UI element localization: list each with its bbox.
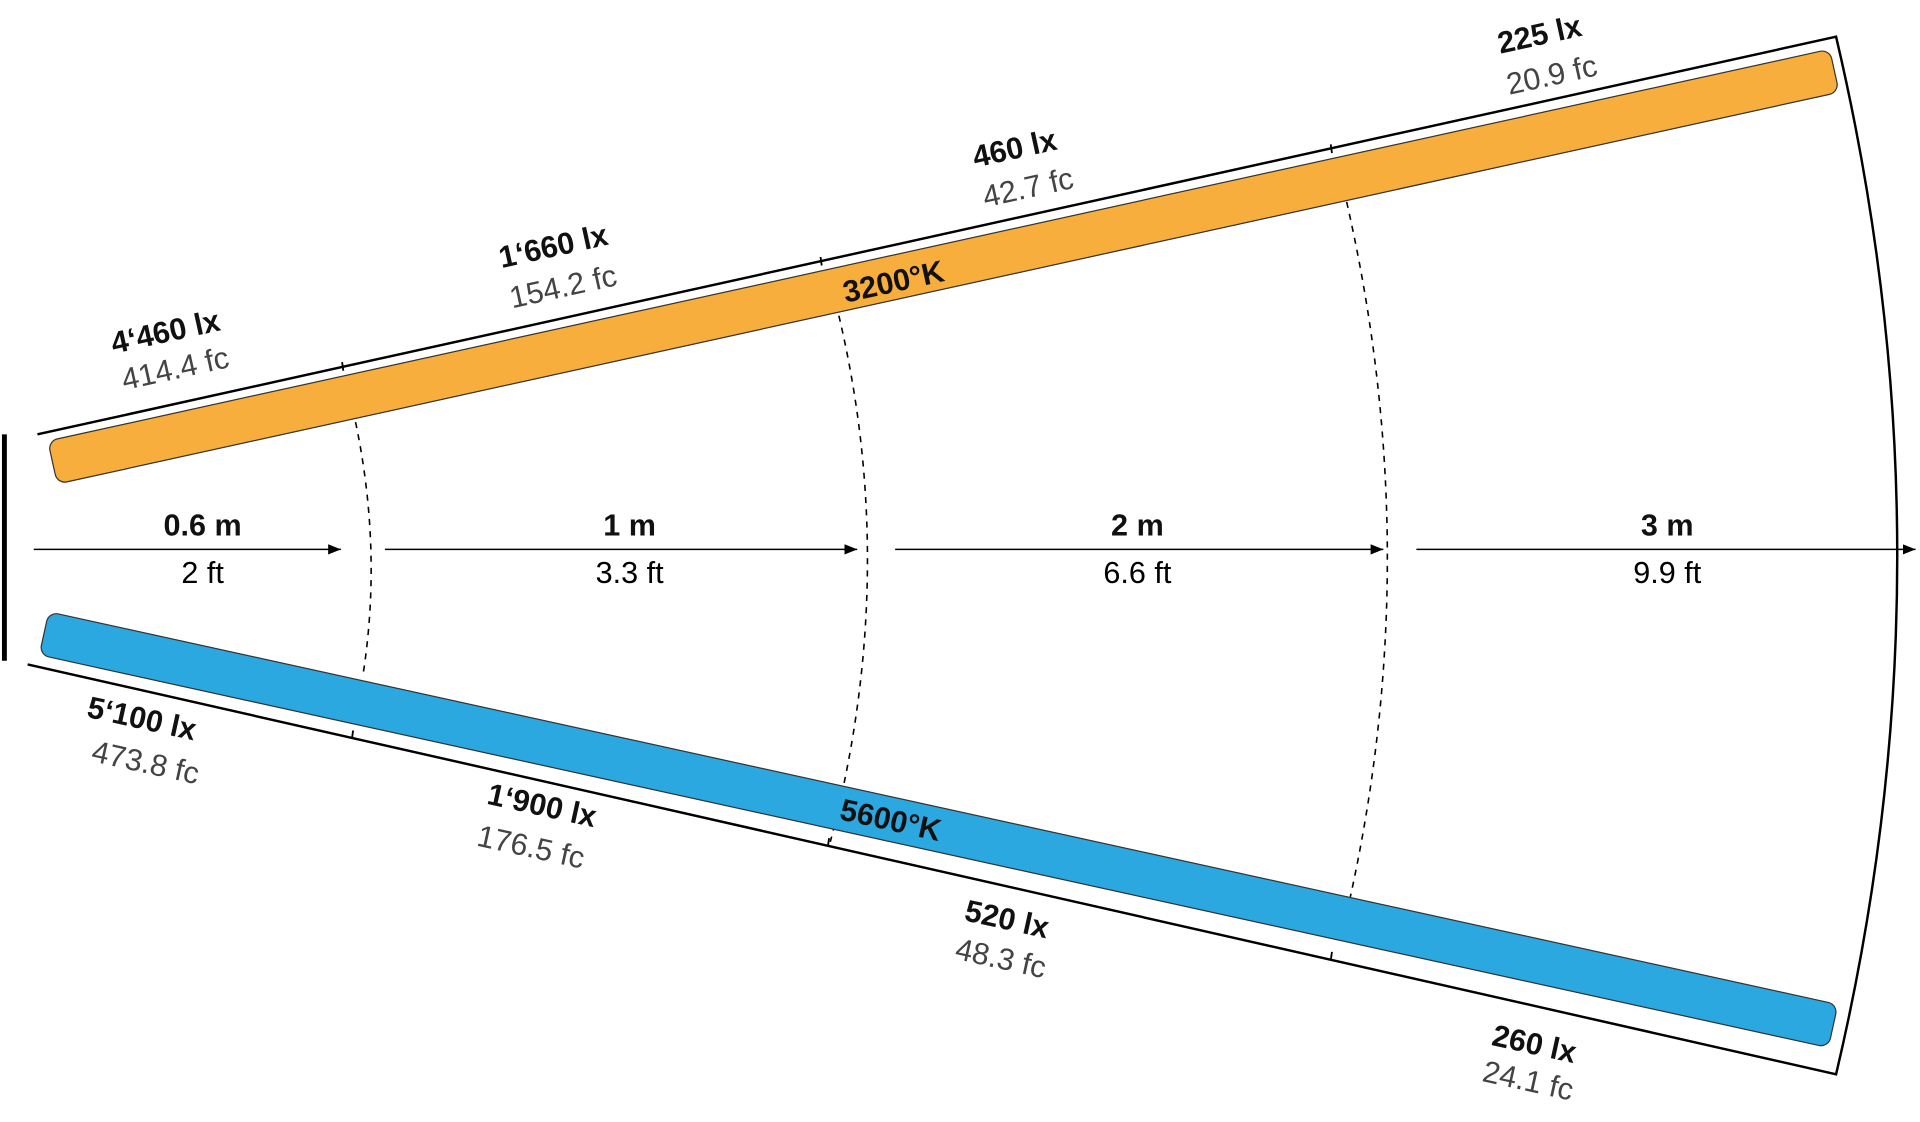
beam-outline — [27, 35, 1899, 1076]
distance-ft: 2 ft — [181, 556, 224, 590]
line-ticks — [341, 144, 1333, 961]
beam-5600k — [40, 613, 1837, 1047]
distance-ft: 9.9 ft — [1633, 556, 1701, 590]
distance-m: 2 m — [1111, 508, 1164, 542]
distance-arcs — [354, 201, 1389, 898]
distance-ft: 3.3 ft — [596, 556, 664, 590]
distance-m: 0.6 m — [164, 508, 242, 542]
distance-m: 1 m — [603, 508, 656, 542]
beam-3200k — [49, 50, 1838, 483]
distance-ft: 6.6 ft — [1103, 556, 1171, 590]
distance-m: 3 m — [1641, 508, 1694, 542]
